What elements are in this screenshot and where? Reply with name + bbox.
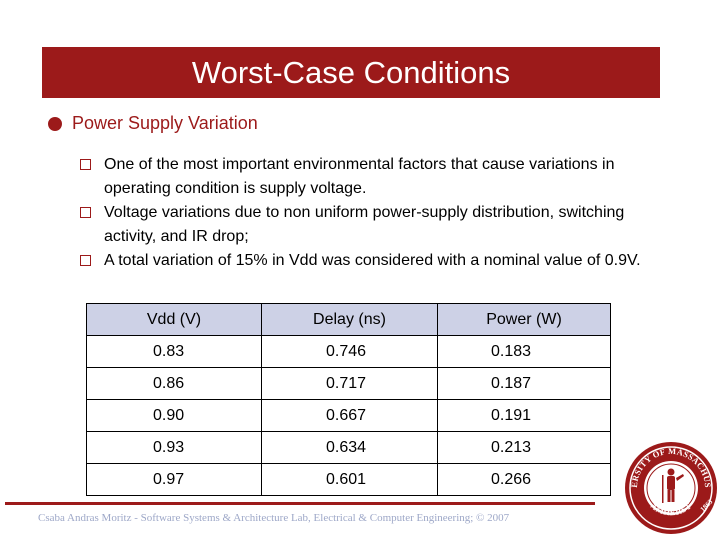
- university-seal-icon: UNIVERSITY OF MASSACHUSETTS AMHERST 1863: [623, 438, 717, 534]
- cell-power: 0.191: [437, 399, 611, 432]
- sub-bullet-3: A total variation of 15% in Vdd was cons…: [80, 249, 660, 273]
- variation-table: Vdd (V) Delay (ns) Power (W) 0.83 0.746 …: [86, 303, 611, 496]
- sub-bullet-text: One of the most important environmental …: [104, 156, 615, 197]
- cell-vdd: 0.93: [86, 431, 262, 464]
- cell-power: 0.213: [437, 431, 611, 464]
- sub-bullet-2: Voltage variations due to non uniform po…: [80, 201, 660, 249]
- cell-delay: 0.667: [261, 399, 438, 432]
- footer-divider: [5, 502, 595, 505]
- square-bullet-icon: [80, 159, 91, 170]
- cell-delay: 0.717: [261, 367, 438, 400]
- cell-power: 0.187: [437, 367, 611, 400]
- table-row: 0.93 0.634 0.213: [86, 431, 611, 464]
- cell-delay: 0.601: [261, 463, 438, 496]
- square-bullet-icon: [80, 255, 91, 266]
- cell-delay: 0.634: [261, 431, 438, 464]
- seal-bottom-text: AMHERST: [649, 500, 693, 517]
- cell-vdd: 0.90: [86, 399, 262, 432]
- cell-power: 0.183: [437, 335, 611, 368]
- header-power: Power (W): [437, 303, 611, 336]
- sub-bullet-text: Voltage variations due to non uniform po…: [104, 204, 625, 245]
- table-header-row: Vdd (V) Delay (ns) Power (W): [86, 303, 611, 336]
- cell-delay: 0.746: [261, 335, 438, 368]
- svg-text:AMHERST: AMHERST: [649, 500, 694, 517]
- header-delay: Delay (ns): [261, 303, 438, 336]
- cell-vdd: 0.83: [86, 335, 262, 368]
- table-row: 0.83 0.746 0.183: [86, 335, 611, 368]
- sub-bullet-list: One of the most important environmental …: [80, 153, 660, 273]
- table-row: 0.90 0.667 0.191: [86, 399, 611, 432]
- sub-bullet-text: A total variation of 15% in Vdd was cons…: [104, 252, 641, 269]
- main-bullet-text: Power Supply Variation: [72, 113, 258, 133]
- footer-credit: Csaba Andras Moritz - Software Systems &…: [38, 512, 510, 524]
- slide-title-bar: Worst-Case Conditions: [42, 47, 660, 98]
- main-bullet: Power Supply Variation: [48, 113, 258, 134]
- slide-title: Worst-Case Conditions: [191, 54, 511, 90]
- square-bullet-icon: [80, 207, 91, 218]
- cell-vdd: 0.97: [86, 463, 262, 496]
- sub-bullet-1: One of the most important environmental …: [80, 153, 660, 201]
- cell-vdd: 0.86: [86, 367, 262, 400]
- cell-power: 0.266: [437, 463, 611, 496]
- table-row: 0.97 0.601 0.266: [86, 463, 611, 496]
- header-vdd: Vdd (V): [86, 303, 262, 336]
- table-row: 0.86 0.717 0.187: [86, 367, 611, 400]
- bullet-dot-icon: [48, 116, 62, 131]
- seal-figure-icon: [662, 468, 684, 503]
